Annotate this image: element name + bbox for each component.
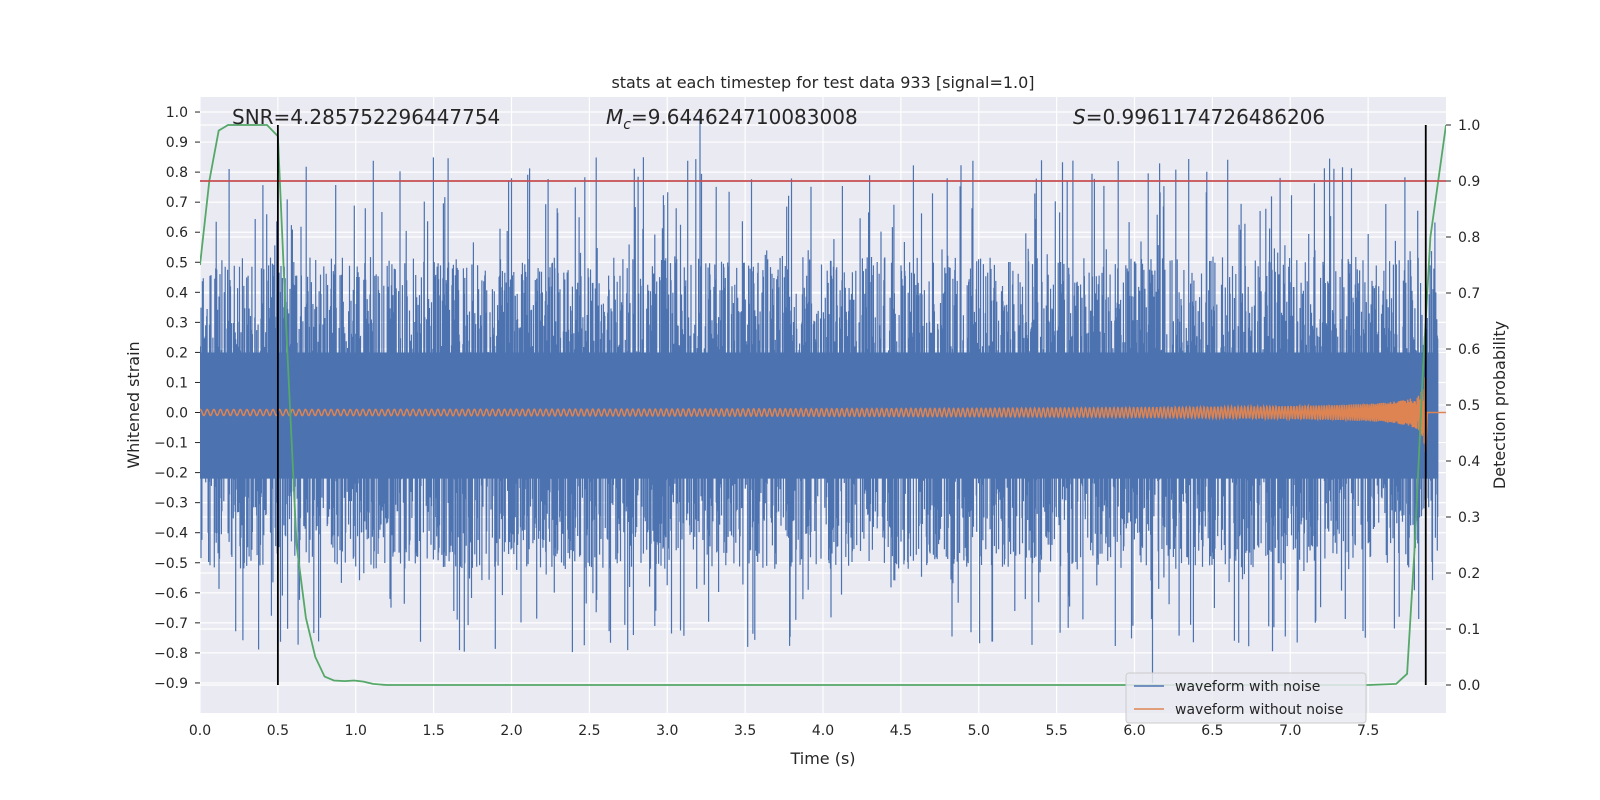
- y2-tick-label: 0.6: [1458, 342, 1480, 358]
- y-tick-label: −0.9: [154, 676, 188, 692]
- series-detection-probability: [200, 124, 1446, 686]
- x-tick-label: 4.0: [812, 723, 834, 739]
- chirp-mass-annotation: Mc=9.644624710083008: [606, 105, 858, 133]
- y-axis-label: Whitened strain: [124, 341, 143, 468]
- y-tick-label: −0.1: [154, 436, 188, 452]
- y-axis-left: 1.0 0.9 0.8 0.7 0.6 0.5 0.4 0.3 0.2 0.1 0.0 −0.1 −0.…: [154, 105, 200, 692]
- y-tick-label: 0.4: [166, 285, 188, 301]
- x-axis-label: Time (s): [789, 749, 855, 768]
- x-axis: 0.0 0.5 1.0 1.5 2.0 2.5 3.0 3.5 4.0 4.5 5.0 5.5 6.0 6…: [189, 723, 1379, 739]
- legend-box: [1125, 672, 1367, 724]
- y2-tick-label: 0.3: [1458, 510, 1480, 526]
- y2-tick-label: 0.0: [1458, 678, 1480, 694]
- x-tick-label: 0.5: [267, 723, 289, 739]
- y2-axis-label: Detection probability: [1490, 321, 1509, 489]
- y-tick-label: 0.9: [166, 135, 188, 151]
- x-tick-label: 5.5: [1045, 723, 1067, 739]
- y-axis-right: 1.0 0.9 0.8 0.7 0.6 0.5 0.4 0.3 0.2 0.1 0.0: [1446, 118, 1480, 694]
- y-tick-label: −0.4: [154, 526, 188, 542]
- chirp-mass-subscript: c: [623, 117, 631, 133]
- y2-tick-label: 0.1: [1458, 622, 1480, 638]
- x-tick-label: 7.0: [1279, 723, 1301, 739]
- y-tick-label: −0.8: [154, 646, 188, 662]
- legend-label-clean: waveform without noise: [1175, 702, 1343, 718]
- chirp-mass-symbol: M: [606, 105, 623, 129]
- x-tick-label: 2.0: [500, 723, 522, 739]
- x-tick-label: 5.0: [968, 723, 990, 739]
- x-tick-label: 1.0: [345, 723, 367, 739]
- chirp-mass-value: =9.644624710083008: [631, 105, 858, 129]
- waveform-without-noise-line: [200, 377, 1446, 453]
- x-tick-label: 6.5: [1201, 723, 1223, 739]
- detection-probability-line: [200, 124, 1446, 686]
- series-waveform-without-noise: [200, 377, 1446, 453]
- y-tick-label: 0.2: [166, 345, 188, 361]
- y2-tick-label: 0.4: [1458, 454, 1480, 470]
- snr-annotation: SNR=4.285752296447754: [232, 105, 500, 129]
- y2-tick-label: 0.7: [1458, 286, 1480, 302]
- y-tick-label: −0.7: [154, 616, 188, 632]
- legend-label-noise: waveform with noise: [1175, 679, 1320, 695]
- score-value: =0.9961174726486206: [1086, 105, 1325, 129]
- x-tick-label: 6.0: [1123, 723, 1145, 739]
- y-tick-label: 0.6: [166, 225, 188, 241]
- x-tick-label: 0.0: [189, 723, 211, 739]
- y-tick-label: −0.6: [154, 586, 188, 602]
- x-tick-label: 2.5: [578, 723, 600, 739]
- x-tick-label: 4.5: [890, 723, 912, 739]
- y-tick-label: 1.0: [166, 105, 188, 121]
- x-tick-label: 3.0: [656, 723, 678, 739]
- score-annotation: S=0.9961174726486206: [1073, 105, 1325, 129]
- y-tick-label: 0.0: [166, 406, 188, 422]
- x-tick-label: 1.5: [422, 723, 444, 739]
- y2-tick-label: 0.8: [1458, 230, 1480, 246]
- y2-tick-label: 0.5: [1458, 398, 1480, 414]
- y-tick-label: 0.3: [166, 315, 188, 331]
- score-symbol: S: [1073, 105, 1086, 129]
- reference-lines: [200, 125, 1446, 685]
- y-tick-label: −0.5: [154, 556, 188, 572]
- y2-tick-label: 1.0: [1458, 118, 1480, 134]
- x-tick-label: 3.5: [734, 723, 756, 739]
- y-tick-label: −0.2: [154, 466, 188, 482]
- y2-tick-label: 0.9: [1458, 174, 1480, 190]
- y-tick-label: 0.7: [166, 195, 188, 211]
- y-tick-label: −0.3: [154, 496, 188, 512]
- x-tick-label: 7.5: [1357, 723, 1379, 739]
- y-tick-label: 0.1: [166, 375, 188, 391]
- y2-tick-label: 0.2: [1458, 566, 1480, 582]
- legend: waveform with noise waveform without noi…: [1125, 672, 1367, 724]
- chart-title: stats at each timestep for test data 933…: [611, 73, 1034, 92]
- y-tick-label: 0.8: [166, 165, 188, 181]
- y-tick-label: 0.5: [166, 255, 188, 271]
